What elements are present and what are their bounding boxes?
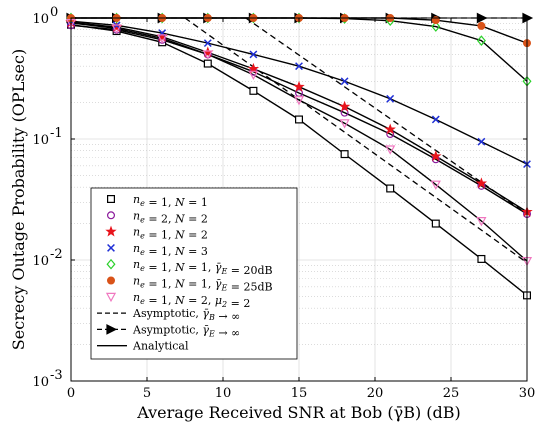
series-3-point <box>430 150 442 162</box>
series-1-point <box>386 184 395 193</box>
legend-label: ne = 1, N = 1, γ̄E = 20dB <box>133 258 273 277</box>
y-tick-label: 10 <box>32 133 49 148</box>
series-4-point <box>431 115 440 124</box>
asymptotic-b-line <box>184 17 528 264</box>
legend-label: ne = 1, N = 1 <box>133 193 208 209</box>
y-axis-label: Secrecy Outage Probability (OPLsec) <box>9 49 28 350</box>
x-axis-label: Average Received SNR at Bob (γ̄B) (dB) <box>136 403 461 422</box>
legend-label: ne = 1, N = 2 <box>133 226 208 242</box>
series-7-point <box>157 34 168 44</box>
legend-marker <box>107 243 115 252</box>
series-2-point <box>340 108 349 117</box>
series-7-point <box>293 96 305 106</box>
series-4-point <box>249 50 258 59</box>
y-tick-label: 10 <box>32 12 49 27</box>
series-3-point <box>338 100 351 112</box>
series-5-point <box>476 35 486 46</box>
legend-marker <box>106 324 118 335</box>
y-tick-exponent: 0 <box>50 5 58 20</box>
y-tick-label: 10 <box>32 254 49 269</box>
legend-marker <box>106 258 116 270</box>
legend-label: Asymptotic, γ̄B → ∞ <box>132 307 240 323</box>
series-3-point <box>293 80 305 92</box>
series-7-point <box>385 145 396 155</box>
legend-box <box>90 187 298 360</box>
x-tick-label: 0 <box>67 386 75 401</box>
series-4-point <box>340 77 349 86</box>
legend-marker <box>105 292 117 303</box>
series-7-point <box>339 119 350 129</box>
series-6-point <box>477 21 486 30</box>
series-4-point <box>477 137 486 146</box>
series-7-point <box>430 180 441 190</box>
series-1-point <box>477 254 486 263</box>
legend-marker <box>106 195 115 204</box>
series-line-7 <box>70 22 528 262</box>
series-4-point <box>386 94 395 103</box>
legend-label: ne = 1, N = 2, μ2 = 2 <box>133 291 250 310</box>
legend-label: ne = 2, N = 2 <box>133 209 208 225</box>
legend-label: ne = 1, N = 3 <box>133 242 208 258</box>
series-1-point <box>203 59 212 68</box>
x-tick-label: 15 <box>291 386 308 401</box>
plot-markers <box>65 12 534 300</box>
legend-label: Analytical <box>132 340 189 353</box>
series-5-point <box>431 21 441 32</box>
series-4-point <box>203 39 212 48</box>
legend-marker <box>106 276 115 285</box>
series-7-point <box>248 70 259 81</box>
series-1-point <box>431 219 440 228</box>
y-tick-exponent: -2 <box>50 247 63 262</box>
legend-label: ne = 1, N = 1, γ̄E = 25dB <box>133 275 273 294</box>
series-7-point <box>111 24 122 34</box>
series-7-point <box>476 217 487 227</box>
series-7-point <box>202 50 213 60</box>
y-tick-exponent: -3 <box>50 368 63 383</box>
series-4-point <box>295 62 303 71</box>
legend-label: Asymptotic, γ̄E → ∞ <box>132 323 240 339</box>
y-tick-exponent: -1 <box>50 126 63 141</box>
y-tick-label: 10 <box>32 375 49 390</box>
legend-marker <box>106 211 115 220</box>
series-1-point <box>249 86 258 95</box>
legend-marker <box>105 225 117 237</box>
series-line-2 <box>70 24 528 215</box>
series-3-point <box>384 123 396 135</box>
x-tick-label: 10 <box>215 386 232 401</box>
x-tick-label: 20 <box>367 386 384 401</box>
series-1-point <box>295 115 304 124</box>
series-1-point <box>340 150 349 159</box>
legend: ne = 1, N = 1ne = 2, N = 2ne = 1, N = 2n… <box>90 187 298 360</box>
x-tick-label: 30 <box>519 386 536 401</box>
series-3-point <box>475 177 488 189</box>
x-tick-label: 25 <box>443 386 460 401</box>
x-tick-label: 5 <box>143 386 151 401</box>
